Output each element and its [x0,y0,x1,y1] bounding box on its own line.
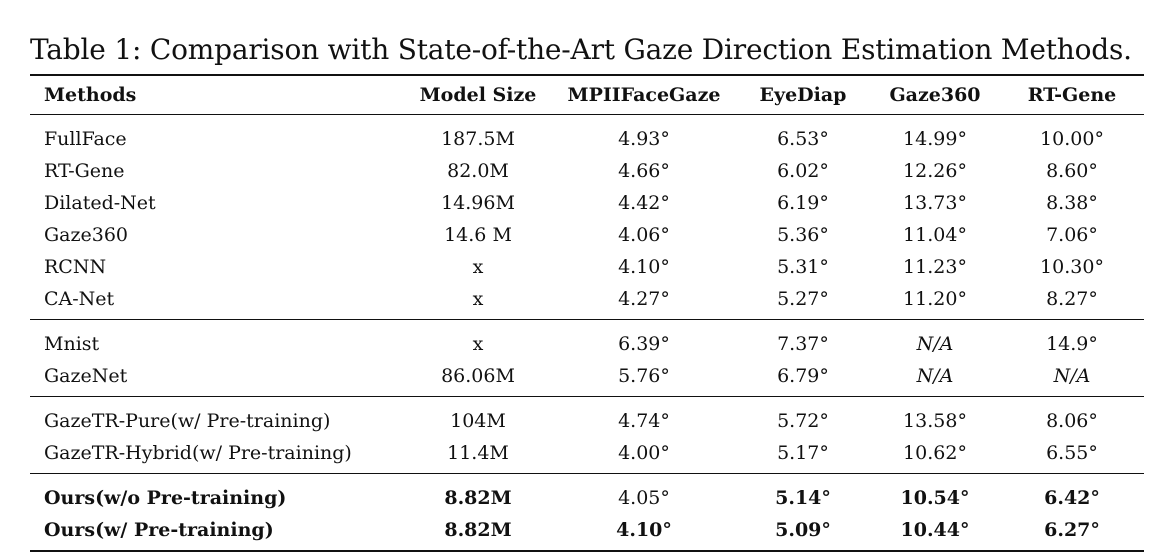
cell-eyediap: 6.19° [777,192,829,214]
cell-rt-gene: 6.42° [1044,487,1100,509]
table-row: FullFace 187.5M 4.93° 6.53° 14.99° 10.00° [30,115,1144,156]
cell-method: Gaze360 [44,224,129,246]
cell-mpiifacegaze: 4.10° [618,256,670,278]
header-mpiifacegaze: MPIIFaceGaze [567,84,721,106]
cell-mpiifacegaze: 4.42° [618,192,670,214]
cell-method: GazeTR-Pure(w/ Pre-training) [44,410,331,432]
header-eyediap: EyeDiap [759,84,847,106]
cell-eyediap: 7.37° [777,333,829,355]
cell-method: RCNN [44,256,107,278]
cell-rt-gene: N/A [1053,365,1091,387]
table-row: RCNN x 4.10° 5.31° 11.23° 10.30° [30,251,1144,283]
cell-model-size: 104M [450,410,506,432]
cell-mpiifacegaze: 4.74° [618,410,670,432]
cell-method: GazeTR-Hybrid(w/ Pre-training) [44,442,352,464]
cell-rt-gene: 6.27° [1044,519,1100,541]
cell-gaze360: 12.26° [903,160,967,182]
cell-mpiifacegaze: 4.00° [618,442,670,464]
cell-mpiifacegaze: 4.10° [616,519,672,541]
cell-model-size: 14.6 M [444,224,512,246]
cell-mpiifacegaze: 4.93° [618,128,670,150]
cell-gaze360: 11.23° [903,256,967,278]
cell-gaze360: N/A [916,333,954,355]
cell-gaze360: 11.04° [903,224,967,246]
cell-eyediap: 5.31° [777,256,829,278]
table-row: Gaze360 14.6 M 4.06° 5.36° 11.04° 7.06° [30,219,1144,251]
cell-method: FullFace [44,128,127,150]
cell-method: Ours(w/o Pre-training) [44,487,287,509]
cell-model-size: x [472,333,484,355]
cell-gaze360: 11.20° [903,288,967,310]
table-row: GazeTR-Hybrid(w/ Pre-training) 11.4M 4.00°… [30,437,1144,474]
cell-eyediap: 5.72° [777,410,829,432]
cell-eyediap: 5.17° [777,442,829,464]
cell-rt-gene: 7.06° [1046,224,1098,246]
cell-mpiifacegaze: 5.76° [618,365,670,387]
group-other: Mnist x 6.39° 7.37° N/A 14.9° GazeNet 86.06M 5.7… [30,320,1144,397]
cell-gaze360: 13.58° [903,410,967,432]
cell-method: Mnist [44,333,100,355]
cell-rt-gene: 14.9° [1046,333,1098,355]
cell-mpiifacegaze: 6.39° [618,333,670,355]
cell-rt-gene: 8.38° [1046,192,1098,214]
table-row: Mnist x 6.39° 7.37° N/A 14.9° [30,320,1144,361]
header-model-size: Model Size [419,84,537,106]
cell-gaze360: 10.44° [900,519,970,541]
cell-gaze360: N/A [916,365,954,387]
header-row: Methods Model Size MPIIFaceGaze EyeDiap … [30,75,1144,115]
cell-mpiifacegaze: 4.06° [618,224,670,246]
cell-mpiifacegaze: 4.27° [618,288,670,310]
header-methods: Methods [44,84,137,106]
cell-method: Dilated-Net [44,192,156,214]
cell-gaze360: 10.62° [903,442,967,464]
cell-rt-gene: 10.30° [1040,256,1104,278]
table-row: Ours(w/o Pre-training) 8.82M 4.05° 5.14° 10.… [30,474,1144,515]
cell-mpiifacegaze: 4.05° [618,487,670,509]
cell-model-size: x [472,256,484,278]
cell-method: Ours(w/ Pre-training) [44,519,274,541]
cell-rt-gene: 8.60° [1046,160,1098,182]
header-gaze360: Gaze360 [889,84,981,106]
cell-model-size: 82.0M [447,160,509,182]
cell-eyediap: 5.14° [775,487,831,509]
cell-model-size: 14.96M [441,192,515,214]
table-caption: Table 1: Comparison with State-of-the-Ar… [30,33,1132,66]
cell-gaze360: 10.54° [900,487,970,509]
table-row: GazeNet 86.06M 5.76° 6.79° N/A N/A [30,360,1144,397]
cell-method: CA-Net [44,288,115,310]
cell-model-size: 8.82M [444,487,512,509]
cell-gaze360: 13.73° [903,192,967,214]
cell-model-size: 11.4M [447,442,509,464]
comparison-table: Methods Model Size MPIIFaceGaze EyeDiap … [30,74,1144,552]
cell-eyediap: 5.27° [777,288,829,310]
cell-model-size: 187.5M [441,128,515,150]
cell-eyediap: 5.36° [777,224,829,246]
cell-model-size: 8.82M [444,519,512,541]
cell-model-size: x [472,288,484,310]
cell-rt-gene: 10.00° [1040,128,1104,150]
cell-mpiifacegaze: 4.66° [618,160,670,182]
group-gazetr: GazeTR-Pure(w/ Pre-training) 104M 4.74° 5.7… [30,397,1144,474]
table-row: Ours(w/ Pre-training) 8.82M 4.10° 5.09° 10.4… [30,514,1144,551]
group-baselines: FullFace 187.5M 4.93° 6.53° 14.99° 10.00° RT-G… [30,115,1144,320]
table-row: CA-Net x 4.27° 5.27° 11.20° 8.27° [30,283,1144,320]
table-row: Dilated-Net 14.96M 4.42° 6.19° 13.73° 8.38° [30,187,1144,219]
table-row: GazeTR-Pure(w/ Pre-training) 104M 4.74° 5.7… [30,397,1144,438]
cell-eyediap: 6.53° [777,128,829,150]
cell-rt-gene: 6.55° [1046,442,1098,464]
cell-gaze360: 14.99° [903,128,967,150]
table-row: RT-Gene 82.0M 4.66° 6.02° 12.26° 8.60° [30,155,1144,187]
cell-method: GazeNet [44,365,128,387]
cell-rt-gene: 8.27° [1046,288,1098,310]
cell-rt-gene: 8.06° [1046,410,1098,432]
group-ours: Ours(w/o Pre-training) 8.82M 4.05° 5.14° 10.… [30,474,1144,551]
cell-eyediap: 5.09° [775,519,831,541]
cell-method: RT-Gene [44,160,125,182]
header-rt-gene: RT-Gene [1027,84,1117,106]
cell-eyediap: 6.02° [777,160,829,182]
cell-eyediap: 6.79° [777,365,829,387]
cell-model-size: 86.06M [441,365,515,387]
